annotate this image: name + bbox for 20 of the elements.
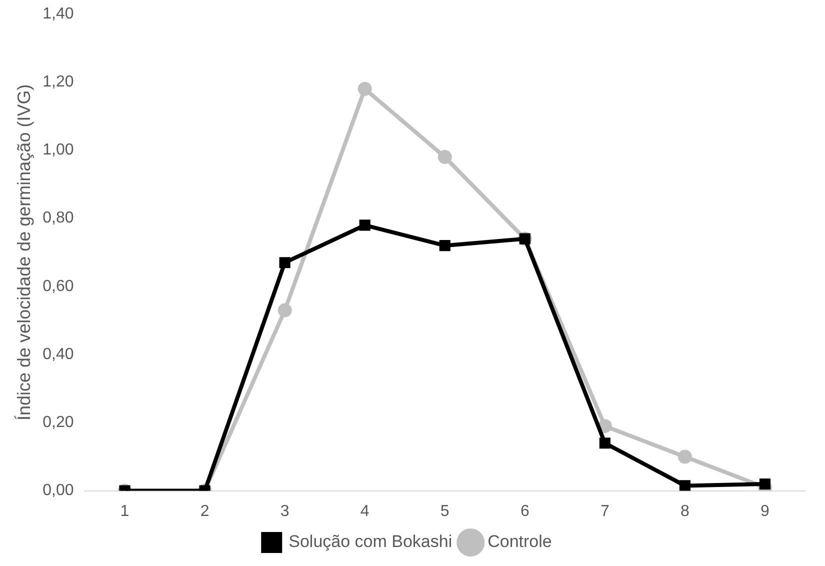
x-tick-label: 1 bbox=[120, 502, 130, 520]
y-tick-label: 0,80 bbox=[42, 210, 74, 227]
x-tick-label: 7 bbox=[600, 502, 610, 520]
y-tick-label: 0,20 bbox=[42, 414, 74, 432]
legend-label: Controle bbox=[488, 532, 552, 552]
x-tick-label: 3 bbox=[280, 502, 290, 520]
x-tick-label: 6 bbox=[520, 502, 530, 520]
legend-label: Solução com Bokashi bbox=[288, 532, 452, 552]
x-tick-label: 9 bbox=[760, 502, 770, 520]
x-tick-label: 4 bbox=[360, 502, 370, 520]
y-tick-label: 0,40 bbox=[42, 346, 74, 363]
y-tick-label: 0,60 bbox=[42, 278, 74, 295]
x-tick-label: 8 bbox=[680, 502, 690, 520]
x-tick-label: 2 bbox=[200, 502, 210, 520]
y-tick-label: 0,00 bbox=[42, 482, 74, 500]
y-tick-label: 1,20 bbox=[42, 74, 74, 91]
x-tick-label: 5 bbox=[440, 502, 450, 520]
y-tick-label: 1,00 bbox=[42, 142, 74, 159]
y-axis-title: Índice de velocidade de germinação (IVG) bbox=[14, 84, 34, 420]
y-tick-label: 1,40 bbox=[42, 5, 74, 22]
